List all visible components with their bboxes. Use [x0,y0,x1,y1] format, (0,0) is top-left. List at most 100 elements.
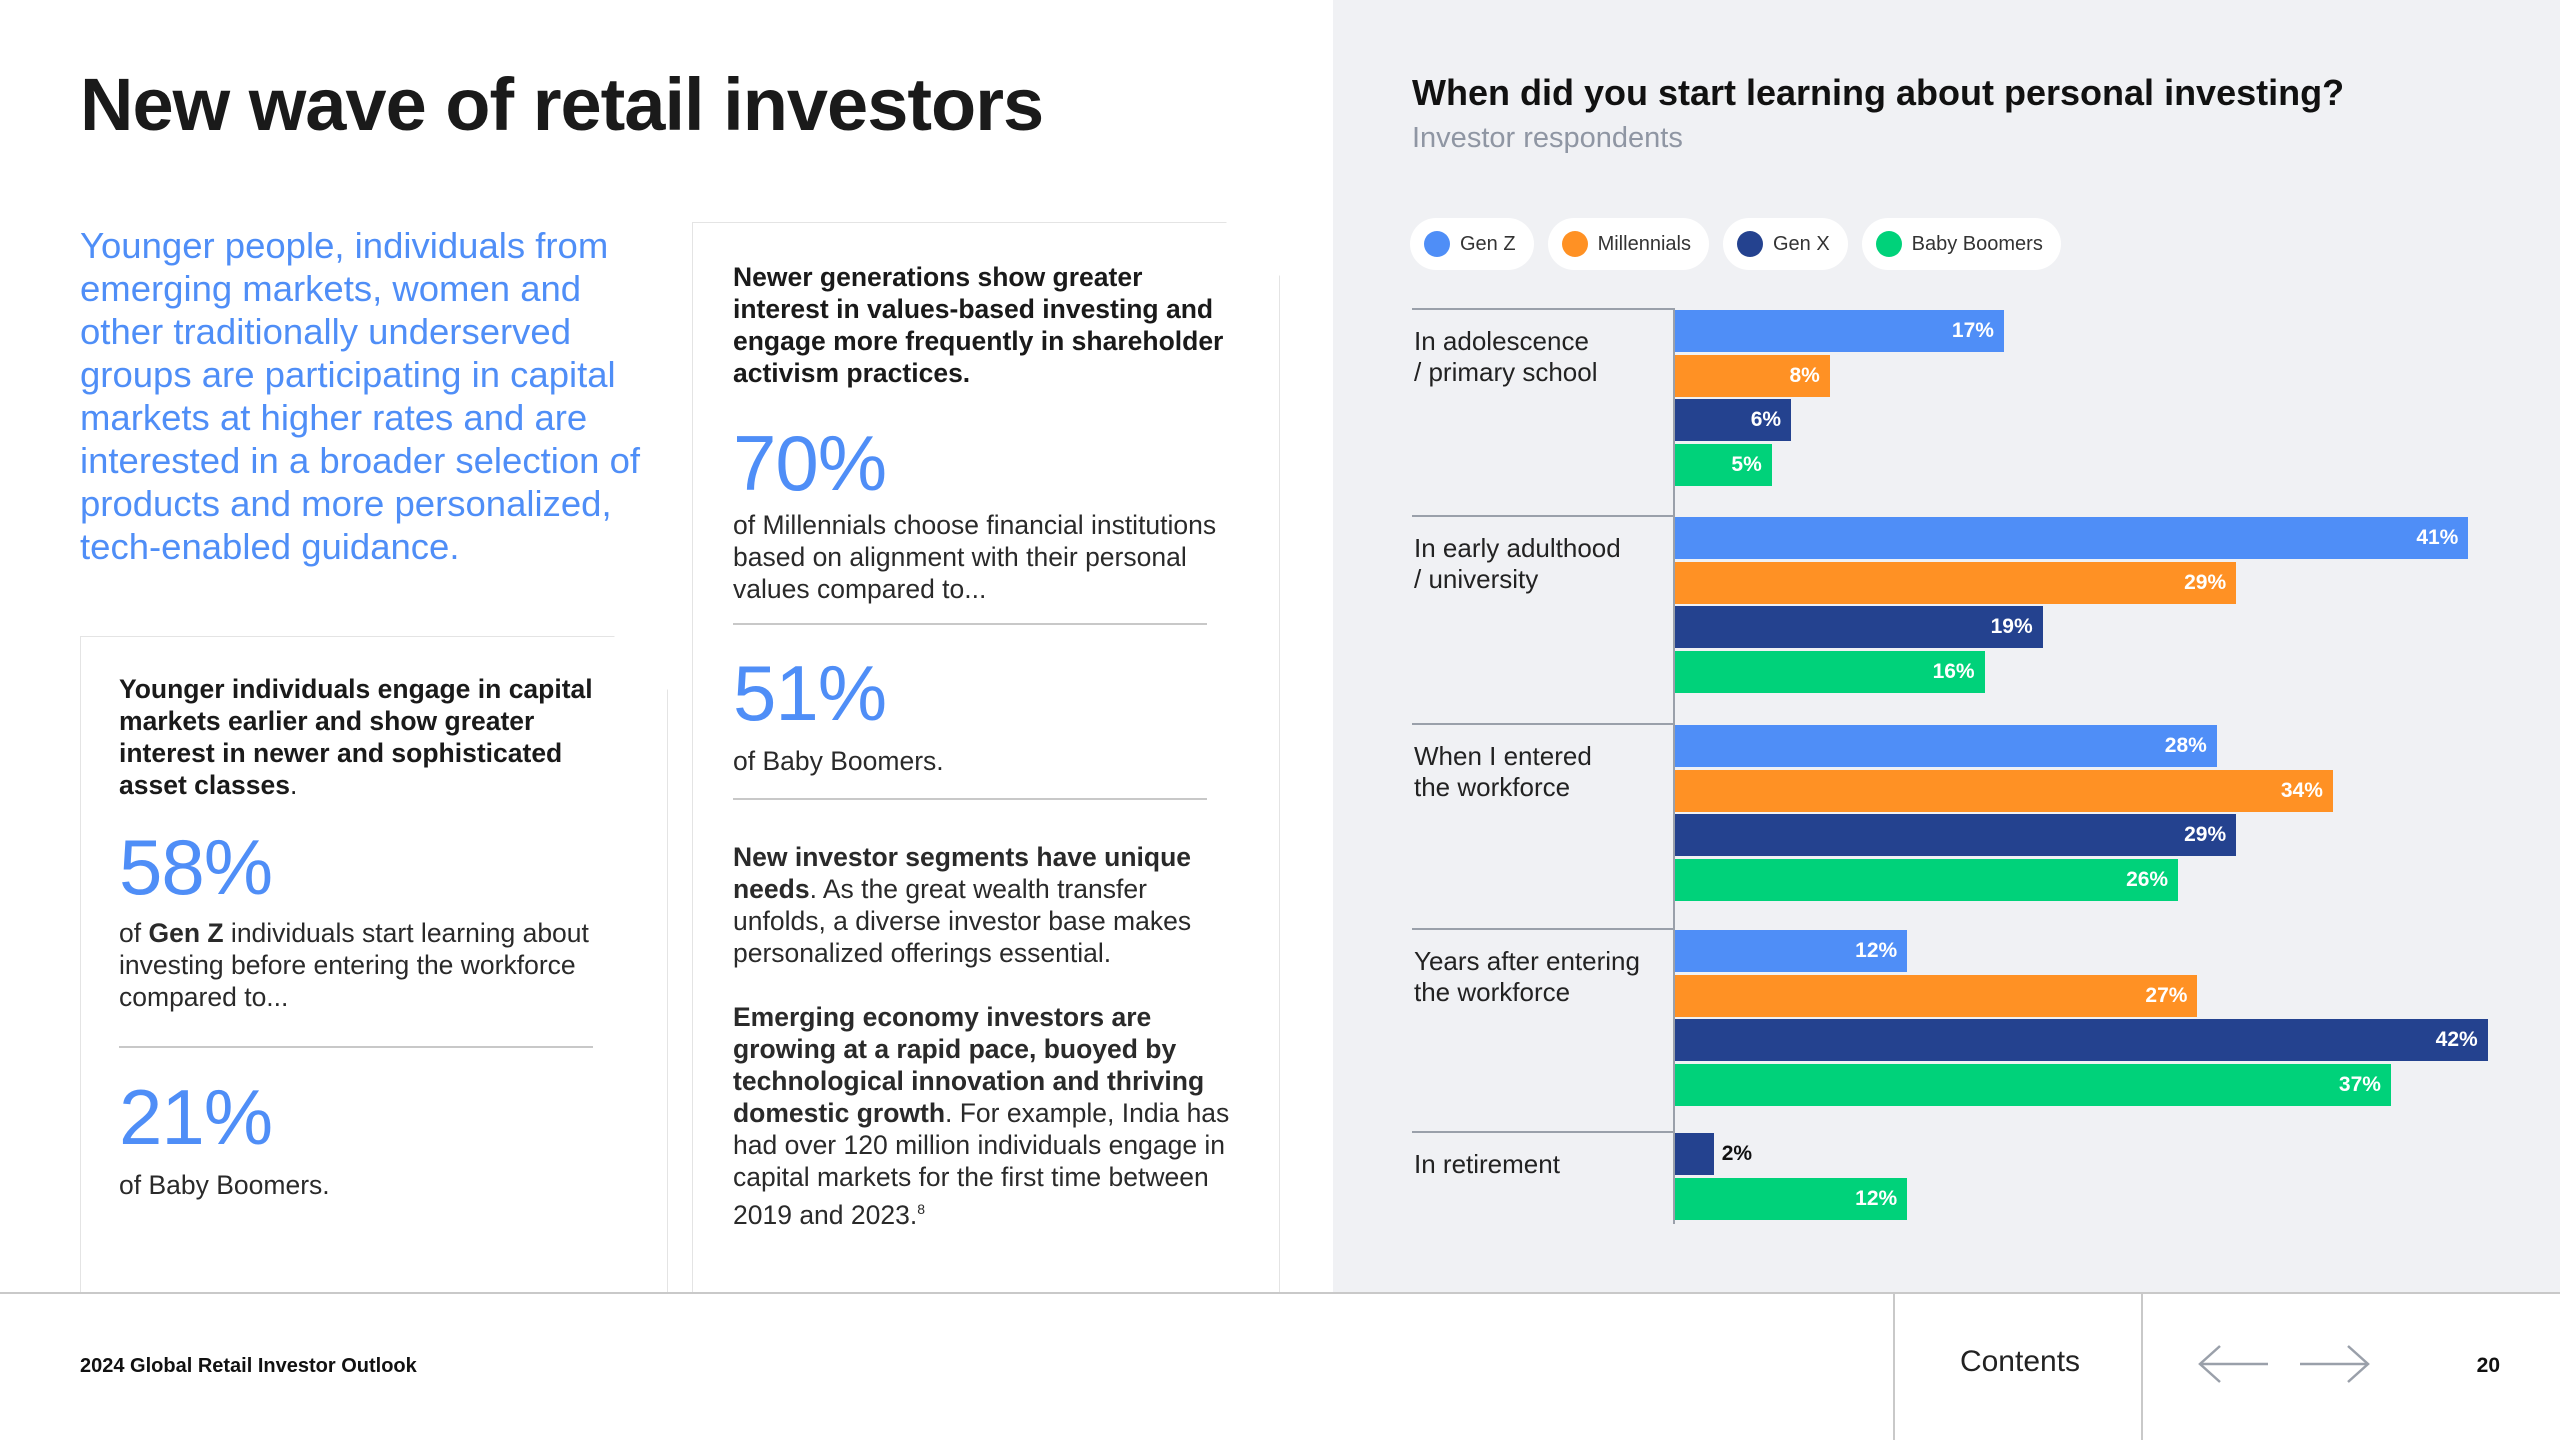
bar-value-label: 12% [1855,1186,1898,1210]
legend-label: Millennials [1597,232,1691,255]
bar [1675,399,1792,441]
card-heading: Younger individuals engage in capital ma… [119,673,619,801]
legend-item: Millennials [1547,218,1709,270]
stat-value-gen-z: 58% [119,823,273,911]
bar-value-label: 41% [2416,526,2459,549]
legend-swatch [1424,231,1450,257]
bar [1675,725,2217,767]
bar [1675,974,2198,1017]
category-label-line: / primary school [1414,357,1598,387]
legend-item: Gen X [1722,218,1848,270]
category-label-line: Years after entering [1414,946,1640,976]
card-heading-bold: Younger individuals engage in capital ma… [119,674,593,800]
arrow-right-icon[interactable] [2296,1340,2372,1388]
stat-desc-millennials: of Millennials choose financial institut… [733,510,1217,604]
card-heading-tail: . [289,770,298,800]
bar [1675,1063,2391,1106]
bar-value-label: 2% [1721,1142,1753,1165]
legend-item: Baby Boomers [1861,218,2061,270]
stat-desc-rest: individuals start learning about investi… [119,918,589,1012]
category-label-line: the workforce [1414,977,1571,1007]
category-rule [1412,928,1674,930]
bar [1675,930,1908,972]
bar-value-label: 16% [1932,659,1975,683]
gen-z-stat-card: Younger individuals engage in capital ma… [80,635,669,1292]
category-label: In adolescence / primary school [1414,326,1644,388]
emerging-rest: . For example, India has had over 120 mi… [733,1098,1230,1230]
legend-swatch [1561,231,1588,257]
values-stat-card: Newer generations show greater interest … [692,221,1281,1292]
bar-value-label: 12% [1855,939,1898,962]
bar [1675,1019,2488,1061]
category-label-line: / university [1414,564,1539,594]
contents-link[interactable]: Contents [1959,1345,2081,1378]
chart-legend: Gen Z Millennials Gen X Baby Boomers [1410,218,2061,270]
card-corner-fold [1225,221,1281,277]
legend-label: Gen Z [1460,232,1516,255]
bar-value-label: 27% [2145,983,2188,1007]
bar-value-label: 37% [2338,1072,2381,1096]
emerging-paragraph: Emerging economy investors are growing a… [733,1001,1243,1231]
category-label-line: When I entered [1414,741,1592,771]
bar [1675,354,1830,397]
bar-value-label: 26% [2126,867,2169,891]
emerging-bold: Emerging economy investors are growing a… [733,1002,1205,1128]
bar-value-label: 29% [2184,823,2227,846]
bar-value-label: 5% [1731,452,1762,476]
stat-desc-bold: Gen Z [148,918,224,948]
card-corner-fold [613,635,669,691]
legend-label: Baby Boomers [1911,232,2043,255]
card-heading: Newer generations show greater interest … [733,262,1224,388]
category-rule [1412,308,1674,310]
footnote-ref[interactable]: 8 [917,1201,926,1217]
page-number: 20 [2476,1354,2500,1377]
bar [1675,561,2237,604]
legend-label: Gen X [1772,232,1830,255]
bar [1675,443,1772,486]
category-label: When I entered the workforce [1414,741,1644,803]
category-label: Years after entering the workforce [1414,946,1644,1008]
report-title: 2024 Global Retail Investor Outlook [80,1355,417,1377]
bar-value-label: 42% [2435,1028,2478,1051]
chart-axis [1673,308,1675,1224]
stat-value-millennials: 70% [733,419,887,507]
bar-value-label: 29% [2184,570,2227,594]
stat-desc-boomers: of Baby Boomers. [733,746,944,776]
segments-bold: New investor segments have unique needs [733,842,1191,904]
bar [1675,606,2043,648]
legend-swatch [1875,231,1902,257]
category-label: In early adulthood / university [1414,533,1644,595]
footer-rule [0,1292,2560,1294]
bar-value-label: 28% [2164,734,2207,757]
segments-paragraph: New investor segments have unique needs.… [733,841,1233,969]
card-divider [733,623,1207,625]
bar [1675,310,2004,352]
arrow-left-icon[interactable] [2196,1340,2272,1388]
intro-paragraph: Younger people, individuals from emergin… [80,225,641,567]
legend-swatch [1736,231,1763,257]
bar [1675,858,2179,901]
bar [1675,1133,1714,1175]
stat-desc-gen-z: of Gen Z individuals start learning abou… [119,917,619,1013]
bar-value-label: 34% [2280,778,2323,802]
chart-subtitle: Investor respondents [1412,122,1683,154]
bar [1675,517,2469,559]
bar-value-label: 8% [1789,363,1820,387]
category-label-line: the workforce [1414,772,1571,802]
bar-value-label: 6% [1750,408,1782,431]
category-rule [1412,1131,1674,1133]
footer-separator [2141,1293,2143,1440]
category-label-line: In retirement [1414,1149,1560,1179]
bar [1675,650,1985,693]
bar-value-label: 19% [1990,615,2033,638]
stat-desc-prefix: of [119,918,149,948]
bar-value-label: 17% [1951,319,1994,342]
chart-title: When did you start learning about person… [1412,72,2345,113]
category-label-line: In adolescence [1414,326,1589,356]
bar [1675,769,2333,812]
category-rule [1412,515,1674,517]
page-title: New wave of retail investors [80,63,1044,146]
category-rule [1412,723,1674,725]
stat-value-boomers: 51% [733,649,887,737]
category-label: In retirement [1414,1149,1644,1180]
